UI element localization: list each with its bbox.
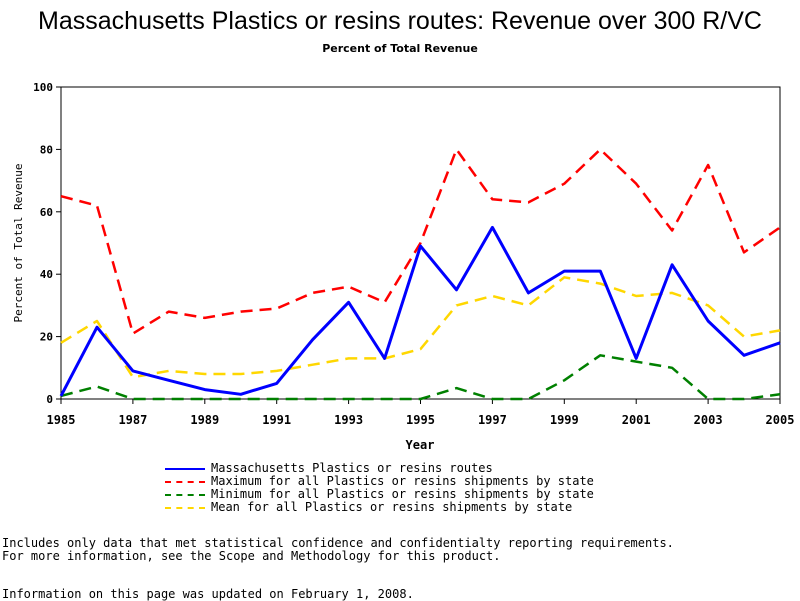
- legend-swatch: [165, 507, 205, 509]
- legend-label: Mean for all Plastics or resins shipment…: [211, 500, 573, 514]
- legend-label: Minimum for all Plastics or resins shipm…: [211, 487, 594, 501]
- y-tick-label: 0: [46, 393, 53, 406]
- series-line-3: [60, 276, 781, 379]
- y-tick-label: 80: [40, 143, 53, 156]
- x-tick-label: 2005: [766, 413, 795, 427]
- x-tick-label: 1997: [478, 413, 507, 427]
- y-tick-label: 40: [40, 268, 53, 281]
- footnote-methodology: For more information, see the Scope and …: [2, 549, 501, 563]
- line-chart: 0 20 40 60 80 100 1985 1987 1989 1991 1993 1995 199…: [12, 81, 795, 452]
- footnote-updated: Information on this page was updated on …: [2, 587, 414, 601]
- x-axis: 1985 1987 1989 1991 1993 1995 1997 1999 2001 2003…: [47, 399, 795, 427]
- chart-title: Massachusetts Plastics or resins routes:…: [38, 7, 762, 35]
- x-tick-label: 2003: [694, 413, 723, 427]
- legend-label: Maximum for all Plastics or resins shipm…: [211, 474, 594, 488]
- x-tick-label: 1991: [262, 413, 291, 427]
- legend-swatch: [165, 494, 205, 496]
- x-tick-label: 1995: [406, 413, 435, 427]
- footnote-confidentiality: Includes only data that met statistical …: [2, 536, 674, 550]
- series-line-0: [59, 225, 781, 397]
- legend-swatch: [165, 468, 205, 470]
- y-axis: 0 20 40 60 80 100: [33, 81, 61, 406]
- x-tick-label: 2001: [622, 413, 651, 427]
- x-tick-label: 1987: [118, 413, 147, 427]
- legend-swatch: [165, 481, 205, 483]
- x-tick-label: 1989: [190, 413, 219, 427]
- x-tick-label: 1999: [550, 413, 579, 427]
- x-axis-label: Year: [406, 438, 435, 452]
- legend-label: Massachusetts Plastics or resins routes: [211, 461, 493, 475]
- x-tick-label: 1985: [47, 413, 76, 427]
- y-tick-label: 60: [40, 206, 53, 219]
- y-tick-label: 20: [40, 331, 53, 344]
- chart-subtitle: Percent of Total Revenue: [322, 42, 478, 55]
- y-axis-label: Percent of Total Revenue: [12, 164, 25, 323]
- series-layer: [59, 148, 781, 401]
- y-tick-label: 100: [33, 81, 53, 94]
- series-line-1: [60, 148, 781, 335]
- series-line-2: [60, 354, 781, 401]
- x-tick-label: 1993: [334, 413, 363, 427]
